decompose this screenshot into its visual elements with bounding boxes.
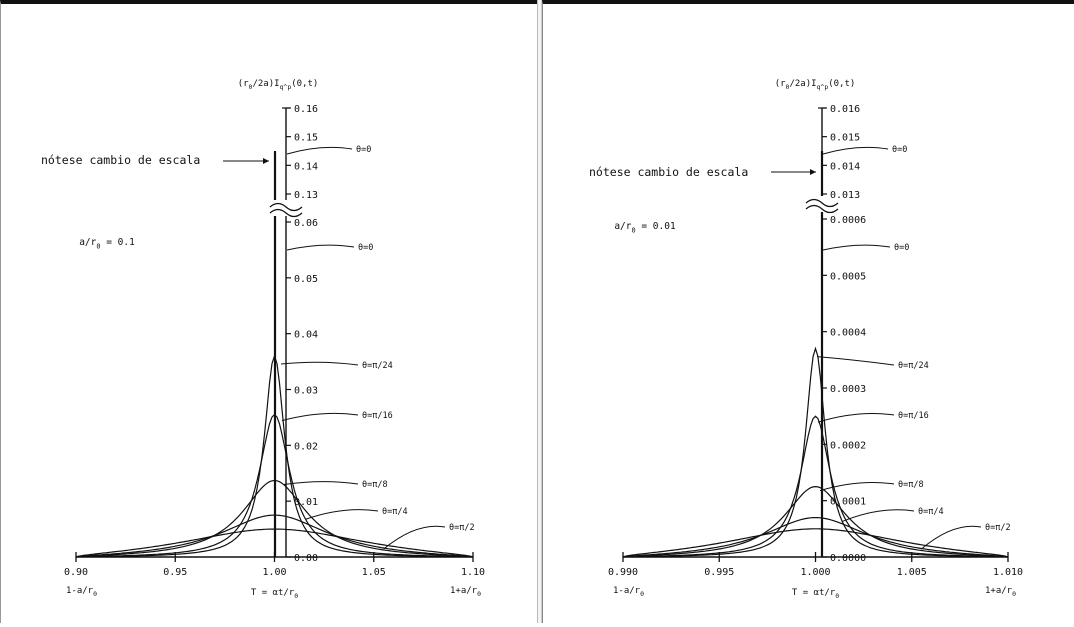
y-tick-label: 0.0005 — [830, 271, 866, 282]
x-tick-label: 0.990 — [608, 567, 638, 578]
series-label: θ=π/16 — [898, 411, 929, 421]
chart-right-svg: 0.990 0.995 1.000 1.005 1.010 1-a/r0​ 1+a/r0​ T… — [589, 79, 1023, 600]
y-tick-label: 0.14 — [294, 161, 318, 172]
y-tick-label: 0.05 — [294, 274, 318, 285]
x-tick-label: 1.00 — [262, 567, 286, 578]
axis-break-mark — [805, 198, 839, 208]
x-axis-label: T = αt/r0​ — [251, 588, 298, 600]
series-leader-line — [822, 146, 889, 155]
series-curve-2 — [75, 528, 474, 558]
x-end-label-right: 1+a/r0​ — [450, 586, 481, 598]
x-tick-label: 0.995 — [704, 567, 734, 578]
series-label: θ=π/24 — [362, 361, 393, 371]
y-tick-label: 0.015 — [830, 133, 860, 144]
series-leader-line — [921, 525, 982, 550]
series-leader-line — [280, 361, 359, 366]
series-label: θ=π/16 — [362, 411, 393, 421]
y-tick-label: 0.0000 — [830, 553, 866, 564]
y-tick-label: 0.04 — [294, 330, 318, 341]
y-axis-label: (r0​/2a)Iq^p​(0,t) — [238, 79, 319, 91]
parameter-label: a/r0​ = 0.1 — [79, 237, 135, 250]
y-axis-label: (r0​/2a)Iq^p​(0,t) — [775, 79, 856, 91]
y-tick-label: 0.00 — [294, 553, 318, 564]
x-tick-label: 1.005 — [897, 567, 927, 578]
series-curve-24 — [622, 346, 1009, 558]
y-tick-label: 0.0003 — [830, 384, 866, 395]
series-leader-line — [841, 509, 915, 523]
scale-change-note: nótese cambio de escala — [589, 165, 748, 179]
x-end-label-left: 1-a/r0​ — [66, 586, 97, 598]
series-leader-line — [822, 244, 891, 251]
scale-change-note: nótese cambio de escala — [41, 153, 200, 167]
series-label: θ=π/2 — [449, 523, 475, 533]
series-leader-line — [286, 244, 355, 251]
x-tick-label: 0.95 — [163, 567, 187, 578]
y-tick-label: 0.0006 — [830, 215, 866, 226]
series-curve-16 — [75, 413, 474, 558]
y-tick-label: 0.016 — [830, 104, 860, 115]
x-tick-label: 1.10 — [461, 567, 485, 578]
series-label: θ=π/4 — [382, 507, 408, 517]
series-label: θ=π/24 — [898, 361, 929, 371]
y-tick-label: 0.06 — [294, 218, 318, 229]
x-tick-label: 0.90 — [64, 567, 88, 578]
series-leader-line — [305, 509, 379, 520]
series-leader-line — [281, 412, 359, 422]
series-leader-line — [819, 482, 895, 492]
series-curve-4 — [75, 514, 474, 558]
series-label: θ=π/2 — [985, 523, 1011, 533]
chart-panel-left: 0.90 0.95 1.00 1.05 1.10 1-a/r0​ 1+a/r0​ T = αt… — [0, 0, 537, 623]
series-label: θ=π/8 — [898, 480, 924, 490]
y-tick-label: 0.03 — [294, 386, 318, 397]
series-curve-16 — [622, 415, 1009, 558]
series-leader-line — [816, 356, 895, 366]
series-curve-8 — [622, 485, 1009, 558]
series-leader-line — [286, 146, 353, 155]
axis-break-mark — [269, 208, 303, 218]
series-leader-line — [817, 413, 895, 423]
x-end-label-left: 1-a/r0​ — [613, 586, 644, 598]
y-tick-label: 0.13 — [294, 190, 318, 201]
y-tick-label: 0.16 — [294, 104, 318, 115]
chart-panel-right: 0.990 0.995 1.000 1.005 1.010 1-a/r0​ 1+a/r0​ T… — [542, 0, 1074, 623]
series-label: θ=0 — [358, 243, 373, 253]
axis-break-mark — [805, 204, 839, 214]
note-arrow-head — [263, 158, 269, 164]
x-axis-label: T = αt/r0​ — [792, 588, 839, 600]
panel-divider — [537, 0, 542, 623]
x-end-label-right: 1+a/r0​ — [985, 586, 1016, 598]
x-tick-label: 1.05 — [362, 567, 386, 578]
x-tick-label: 1.010 — [993, 567, 1023, 578]
x-tick-label: 1.000 — [800, 567, 830, 578]
y-tick-label: 0.15 — [294, 133, 318, 144]
series-curve-2 — [622, 528, 1009, 558]
series-label: θ=0 — [356, 145, 371, 155]
y-tick-label: 0.0002 — [830, 440, 866, 451]
series-label: θ=0 — [892, 145, 907, 155]
series-label: θ=0 — [894, 243, 909, 253]
series-label: θ=π/8 — [362, 480, 388, 490]
y-tick-label: 0.02 — [294, 441, 318, 452]
y-tick-label: 0.013 — [830, 190, 860, 201]
y-tick-label: 0.01 — [294, 497, 318, 508]
chart-left-svg: 0.90 0.95 1.00 1.05 1.10 1-a/r0​ 1+a/r0​ T = αt… — [41, 79, 485, 600]
series-label: θ=π/4 — [918, 507, 944, 517]
series-curve-24 — [75, 354, 474, 558]
series-leader-line — [383, 525, 446, 550]
series-curve-4 — [622, 517, 1009, 558]
y-tick-label: 0.014 — [830, 161, 860, 172]
series-curve-8 — [75, 479, 474, 558]
series-leader-line — [283, 481, 359, 486]
note-arrow-head — [810, 169, 816, 175]
axis-break-mark — [269, 202, 303, 212]
y-tick-label: 0.0001 — [830, 497, 866, 508]
parameter-label: a/r0​ = 0.01 — [614, 221, 676, 234]
y-tick-label: 0.0004 — [830, 328, 866, 339]
